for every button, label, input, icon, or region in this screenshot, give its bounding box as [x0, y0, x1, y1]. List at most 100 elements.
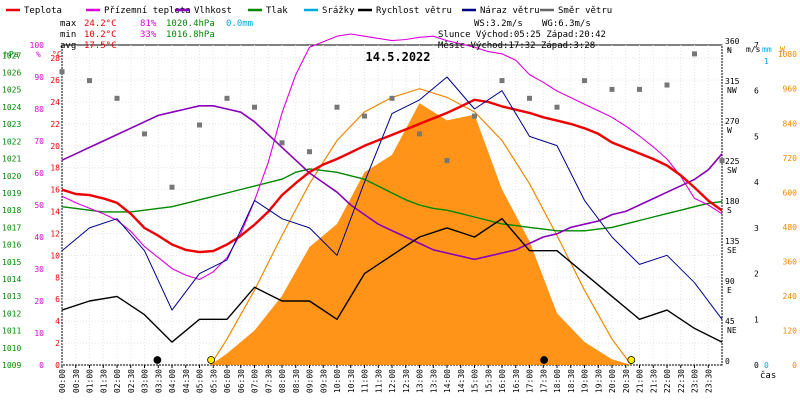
tick-dir-label: E — [727, 286, 732, 295]
tick-hpa: 1025 — [2, 86, 21, 95]
stat-max-rain: 0.0mm — [226, 19, 253, 29]
legend-item: Teplota — [6, 6, 62, 16]
marker-západ-měsíce — [153, 356, 162, 364]
tick-pct: 30 — [34, 265, 44, 274]
tick-degc: 8 — [55, 273, 60, 282]
x-tick-label: 18:00 — [553, 369, 562, 393]
tick-hpa: 1026 — [2, 69, 21, 78]
tick-dir-label: SW — [727, 166, 737, 175]
wind-direction-point — [87, 78, 92, 84]
wind-direction-point — [527, 95, 532, 101]
x-tick-label: 23:30 — [704, 369, 713, 393]
tick-degc: 22 — [50, 120, 60, 129]
series-rychlost-větru — [61, 218, 723, 343]
tick-wm2: 720 — [783, 154, 798, 163]
x-tick-label: 10:30 — [347, 369, 356, 393]
wind-direction-point — [279, 140, 285, 146]
tick-degc: 2 — [55, 339, 60, 348]
tick-degc: 0 — [55, 361, 60, 370]
tick-wm2: 360 — [783, 257, 798, 266]
axis-label-mm: mm — [762, 45, 772, 54]
tick-hpa: 1023 — [2, 120, 21, 129]
tick-ms: 2 — [754, 270, 759, 279]
tick-ms: 7 — [754, 41, 759, 50]
legend-item: Náraz větru — [462, 6, 540, 16]
marker-západ-slunce — [627, 356, 636, 364]
tick-pct: 80 — [34, 105, 44, 114]
tick-dir: 360 — [725, 37, 740, 46]
tick-degc: 10 — [50, 251, 60, 260]
marker-východ-měsíce — [540, 356, 548, 364]
legend-item: Směr větru — [540, 6, 612, 16]
tick-hpa: 1015 — [2, 258, 21, 267]
tick-ms: 5 — [754, 132, 759, 141]
tick-hpa: 1021 — [2, 155, 21, 164]
tick-hpa: 1017 — [2, 223, 21, 232]
series-solar-radiation — [210, 103, 632, 365]
tick-degc: 24 — [50, 98, 60, 107]
chart-axes: 1009101010111012101310141015101610171018… — [2, 37, 797, 393]
legend-label: Přízemní teplota — [104, 6, 191, 16]
wind-direction-point — [252, 104, 257, 110]
x-tick-label: 19:30 — [594, 369, 603, 393]
stat-avg-label: avg — [60, 41, 76, 51]
x-tick-label: 03:30 — [154, 369, 163, 393]
wind-direction-point — [114, 95, 120, 101]
wind-direction-point — [499, 78, 505, 84]
x-tick-label: 19:00 — [581, 369, 590, 393]
x-tick-label: 02:00 — [113, 369, 122, 393]
axis-label-dir: ° — [726, 47, 731, 56]
x-tick-label: 21:00 — [636, 369, 645, 393]
x-tick-label: 11:00 — [361, 369, 370, 393]
tick-ms: 3 — [754, 224, 759, 233]
x-tick-label: 16:30 — [512, 369, 521, 393]
x-tick-label: 05:00 — [196, 369, 205, 393]
x-tick-label: 04:30 — [182, 369, 191, 393]
x-tick-label: 21:30 — [649, 369, 658, 393]
x-tick-label: 11:30 — [374, 369, 383, 393]
x-tick-label: 03:00 — [141, 369, 150, 393]
stat-min-hum: 33% — [140, 30, 157, 40]
wind-direction-point — [637, 86, 642, 92]
x-tick-label: 15:30 — [484, 369, 493, 393]
tick-ms: 1 — [754, 315, 759, 324]
tick-hpa: 1016 — [2, 241, 21, 250]
wind-direction-point — [169, 184, 175, 190]
legend-label: Srážky — [322, 6, 355, 16]
x-tick-label: 07:30 — [264, 369, 273, 393]
tick-wm2: 480 — [783, 223, 798, 232]
series-theoretical-radiation — [209, 88, 632, 366]
x-tick-label: 04:00 — [168, 369, 177, 393]
tick-hpa: 1022 — [2, 137, 21, 146]
x-tick-label: 14:30 — [457, 369, 466, 393]
stat-wg: WG:6.3m/s — [542, 19, 591, 29]
stats-block: max 24.2°C 81% 1020.4hPa 0.0mm min 10.2°… — [60, 19, 606, 51]
sun-moon-markers — [153, 356, 636, 364]
chart-legend: Teplota Přízemní teplota Vlhkost Tlak Srážky… — [6, 6, 612, 16]
x-tick-label: 20:30 — [622, 369, 631, 393]
stat-sun: Slunce Východ:05:25 Západ:20:42 — [438, 30, 606, 40]
wind-direction-point — [334, 104, 340, 110]
legend-item: Přízemní teplota — [86, 6, 191, 16]
x-tick-label: 22:30 — [677, 369, 686, 393]
x-tick-label: 01:00 — [86, 369, 95, 393]
legend-item: Tlak — [248, 6, 288, 16]
stat-max-temp: 24.2°C — [84, 19, 117, 29]
tick-dir: 90 — [725, 277, 735, 286]
stat-avg-temp: 17.5°C — [84, 41, 117, 51]
stat-max-press: 1020.4hPa — [166, 19, 215, 29]
x-tick-label: 13:00 — [416, 369, 425, 393]
chart-title: 14.5.2022 — [365, 50, 430, 64]
tick-dir: 0 — [725, 357, 730, 366]
tick-dir: 180 — [725, 197, 740, 206]
tick-hpa: 1012 — [2, 309, 21, 318]
tick-degc: 20 — [50, 142, 60, 151]
legend-label: Náraz větru — [480, 6, 540, 16]
series-teplota — [61, 98, 723, 254]
x-tick-label: 01:30 — [99, 369, 108, 393]
tick-degc: 6 — [55, 295, 60, 304]
stat-min-temp: 10.2°C — [84, 30, 117, 40]
tick-degc: 16 — [50, 186, 60, 195]
wind-direction-point — [609, 86, 615, 92]
